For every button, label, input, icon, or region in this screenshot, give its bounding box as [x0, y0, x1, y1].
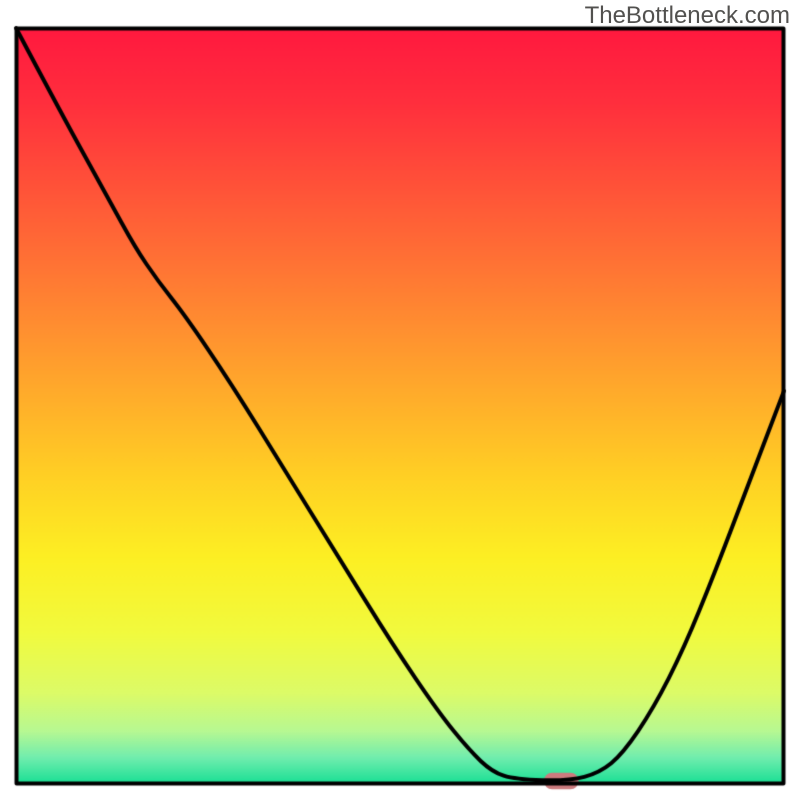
- watermark-text: TheBottleneck.com: [585, 2, 790, 30]
- bottleneck-gradient-chart: [0, 0, 800, 800]
- chart-container: TheBottleneck.com: [0, 0, 800, 800]
